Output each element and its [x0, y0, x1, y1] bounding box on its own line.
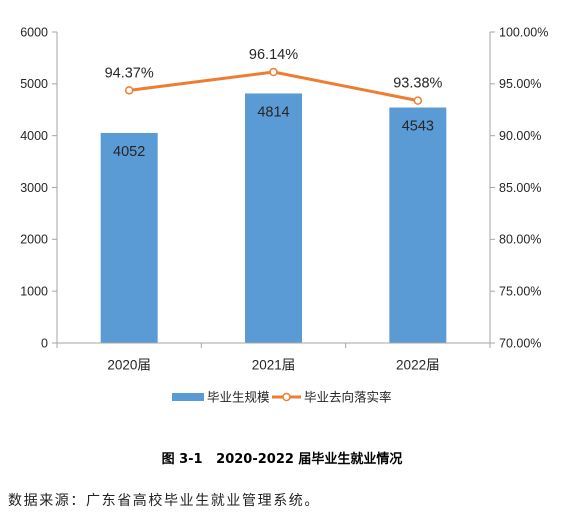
line-point: [124, 86, 134, 95]
data-labels: 4052 4814 4543 94.37% 96.14% 93.38%: [105, 47, 443, 160]
line-series: [124, 67, 423, 105]
source-note: 数据来源：广东省高校毕业生就业管理系统。: [8, 493, 320, 509]
left-axis-tick-label: 5000: [20, 77, 48, 91]
bar-series: [100, 93, 447, 343]
right-axis-tick-label: 85.00%: [499, 181, 541, 195]
left-axis-tick-label: 6000: [20, 25, 48, 39]
figure-caption: 图 3-1 2020-2022 届毕业生就业情况: [161, 452, 403, 467]
legend-swatch-marker: [282, 392, 291, 402]
line-data-label: 93.38%: [393, 76, 442, 92]
right-axis-tick-label: 95.00%: [499, 77, 541, 91]
axes: 0 1000 2000 3000 4000 5000 6000 70.00% 75.00% 80.…: [20, 25, 548, 372]
left-axis-tick-label: 1000: [20, 285, 48, 299]
left-axis-tick-label: 4000: [20, 129, 48, 143]
legend-label-bar: 毕业生规模: [207, 389, 270, 404]
x-axis-category-label: 2022届: [396, 358, 440, 373]
right-axis-tick-label: 100.00%: [499, 25, 548, 39]
bar-data-label: 4543: [402, 119, 434, 135]
bar-data-label: 4814: [257, 105, 289, 121]
right-axis-tick-label: 75.00%: [499, 285, 541, 299]
right-axis-tick-label: 90.00%: [499, 129, 541, 143]
bar-data-label: 4052: [113, 144, 145, 160]
left-axis-tick-label: 0: [41, 336, 48, 350]
right-axis-tick-label: 70.00%: [499, 336, 541, 350]
line-point: [269, 67, 278, 77]
line-data-label: 96.14%: [249, 47, 298, 63]
legend-label-line: 毕业去向落实率: [304, 389, 392, 404]
legend: 毕业生规模 毕业去向落实率: [172, 389, 392, 404]
line-data-label: 94.37%: [105, 65, 154, 81]
bar: [100, 132, 158, 343]
bar: [389, 107, 447, 343]
bar: [245, 93, 302, 343]
legend-swatch-bar: [172, 393, 204, 401]
line-point: [413, 96, 423, 105]
x-axis-category-label: 2020届: [107, 358, 151, 373]
combo-chart: 0 1000 2000 3000 4000 5000 6000 70.00% 75.00% 80.…: [20, 25, 548, 404]
x-axis-category-label: 2021届: [252, 358, 296, 373]
left-axis-tick-label: 3000: [20, 181, 48, 195]
right-axis-tick-label: 80.00%: [499, 233, 541, 247]
left-axis-tick-label: 2000: [20, 233, 48, 247]
